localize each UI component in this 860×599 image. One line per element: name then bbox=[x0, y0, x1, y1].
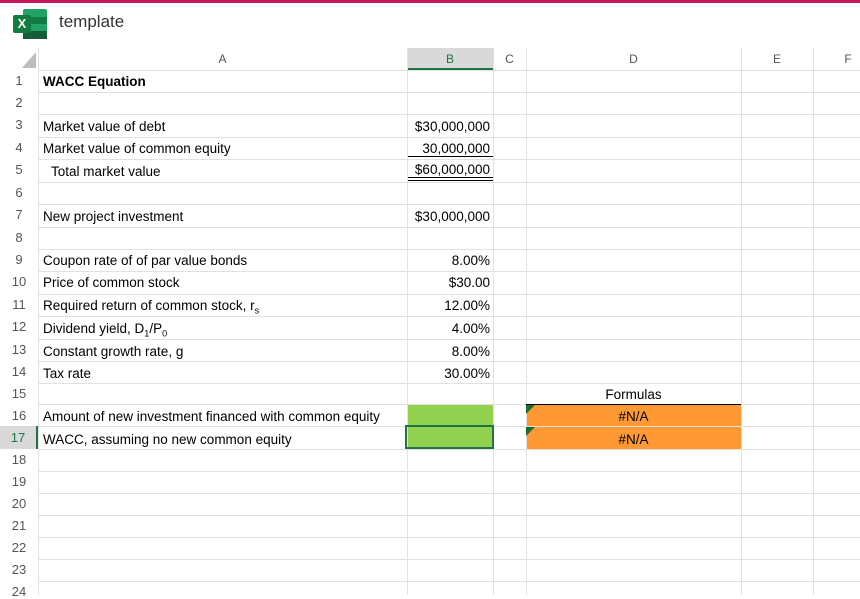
row-header[interactable]: 4 bbox=[15, 140, 23, 155]
cell-b11[interactable]: 12.00% bbox=[444, 298, 490, 313]
column-header-e[interactable]: E bbox=[772, 52, 781, 66]
row-header[interactable]: 7 bbox=[15, 207, 23, 222]
formulas-underline bbox=[526, 404, 741, 405]
column-header-c[interactable]: C bbox=[505, 52, 514, 66]
cell-b5[interactable]: $60,000,000 bbox=[414, 162, 490, 177]
cell-a17[interactable]: WACC, assuming no new common equity bbox=[43, 432, 292, 447]
row-header[interactable]: 22 bbox=[11, 540, 27, 555]
row-header[interactable]: 10 bbox=[11, 274, 27, 289]
cell-b10[interactable]: $30.00 bbox=[448, 275, 490, 290]
cell-a14[interactable]: Tax rate bbox=[43, 366, 92, 381]
cell-a13[interactable]: Constant growth rate, g bbox=[43, 344, 184, 359]
row-header[interactable]: 18 bbox=[11, 452, 27, 467]
excel-icon: X bbox=[13, 9, 47, 39]
cell-d16[interactable]: #N/A bbox=[618, 409, 649, 424]
input-cell-b17[interactable] bbox=[408, 427, 493, 449]
cell-a1-title[interactable]: WACC Equation bbox=[43, 74, 146, 89]
row-header[interactable]: 3 bbox=[15, 117, 23, 132]
cell-a16[interactable]: Amount of new investment financed with c… bbox=[43, 409, 380, 424]
row-header[interactable]: 1 bbox=[15, 73, 23, 88]
row-header[interactable]: 16 bbox=[11, 408, 27, 423]
cell-b13[interactable]: 8.00% bbox=[451, 344, 490, 359]
cell-d15-formulas-label[interactable]: Formulas bbox=[605, 387, 662, 402]
row-header[interactable]: 21 bbox=[11, 518, 27, 533]
double-underline-b5-top bbox=[408, 177, 493, 178]
cell-b3[interactable]: $30,000,000 bbox=[414, 119, 490, 134]
cell-a3[interactable]: Market value of debt bbox=[43, 119, 166, 134]
formula-marker-icon bbox=[526, 427, 535, 436]
row-header[interactable]: 11 bbox=[12, 297, 26, 312]
cell-b12[interactable]: 4.00% bbox=[451, 321, 490, 336]
double-underline-b5-bottom bbox=[408, 180, 493, 181]
row-header[interactable]: 5 bbox=[15, 162, 23, 177]
window-accent-bar bbox=[0, 0, 860, 3]
column-header-b[interactable]: B bbox=[407, 48, 493, 70]
column-header-d[interactable]: D bbox=[629, 52, 638, 66]
column-header-a[interactable]: A bbox=[218, 52, 227, 66]
cell-b7[interactable]: $30,000,000 bbox=[414, 209, 490, 224]
document-title: template bbox=[59, 12, 125, 31]
cell-a4[interactable]: Market value of common equity bbox=[43, 141, 231, 156]
cell-b9[interactable]: 8.00% bbox=[451, 253, 490, 268]
row-header[interactable]: 14 bbox=[11, 364, 27, 379]
row-header[interactable]: 15 bbox=[11, 386, 27, 401]
title-bar: X template bbox=[0, 3, 860, 45]
row-header[interactable]: 19 bbox=[11, 474, 27, 489]
underline-b4 bbox=[408, 156, 493, 157]
cell-b4[interactable]: 30,000,000 bbox=[422, 141, 490, 156]
cell-b14[interactable]: 30.00% bbox=[444, 366, 490, 381]
row-header[interactable]: 23 bbox=[11, 562, 27, 577]
column-header-f[interactable]: F bbox=[844, 52, 852, 66]
row-header[interactable]: 24 bbox=[11, 584, 27, 599]
input-cell-b16[interactable] bbox=[408, 404, 493, 426]
cell-a12[interactable]: Dividend yield, D1/P0 bbox=[43, 321, 168, 339]
active-cell-b17[interactable] bbox=[405, 425, 494, 449]
row-header[interactable]: 20 bbox=[11, 496, 27, 511]
cell-a5[interactable]: Total market value bbox=[51, 164, 161, 179]
cell-a9[interactable]: Coupon rate of of par value bonds bbox=[43, 253, 248, 268]
row-header-selected[interactable]: 17 bbox=[0, 426, 38, 449]
formula-marker-icon bbox=[526, 405, 535, 414]
row-header[interactable]: 2 bbox=[15, 95, 23, 110]
cell-a7[interactable]: New project investment bbox=[43, 209, 184, 224]
row-header[interactable]: 6 bbox=[15, 185, 23, 200]
row-header[interactable]: 12 bbox=[11, 319, 27, 334]
cell-d17[interactable]: #N/A bbox=[618, 432, 649, 447]
cell-a11[interactable]: Required return of common stock, rs bbox=[43, 298, 260, 316]
row-header[interactable]: 13 bbox=[11, 342, 27, 357]
select-all-corner[interactable] bbox=[0, 48, 38, 70]
row-header[interactable]: 9 bbox=[15, 252, 23, 267]
cell-a10[interactable]: Price of common stock bbox=[43, 275, 180, 290]
row-header[interactable]: 8 bbox=[15, 230, 23, 245]
